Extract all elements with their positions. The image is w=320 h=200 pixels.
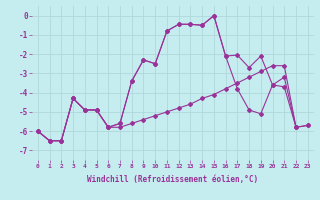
X-axis label: Windchill (Refroidissement éolien,°C): Windchill (Refroidissement éolien,°C): [87, 175, 258, 184]
